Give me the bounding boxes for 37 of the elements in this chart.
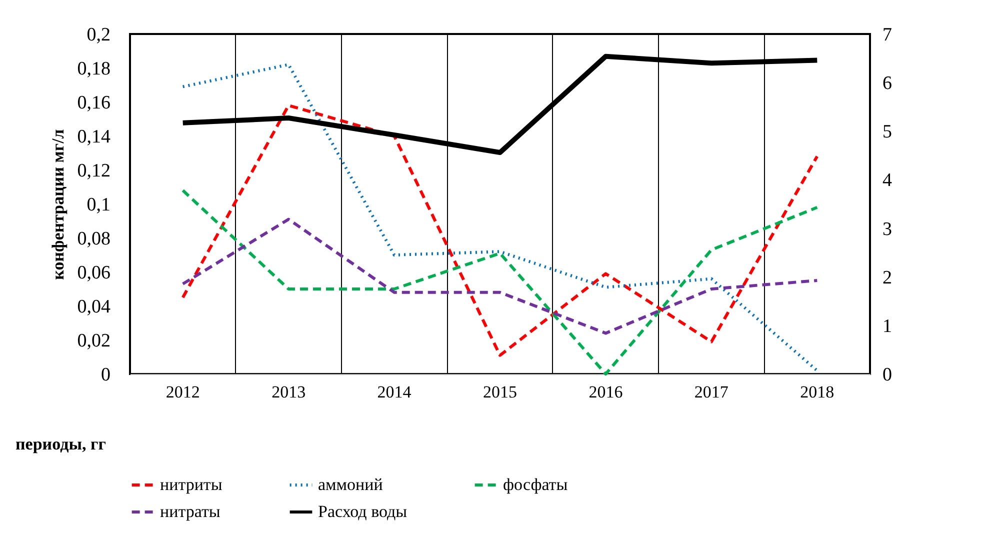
y-tick-label: 0,14 xyxy=(77,126,111,148)
legend-label: Расход воды xyxy=(318,502,408,521)
x-tick-label: 2012 xyxy=(166,382,200,402)
y-tick-label: 0,06 xyxy=(77,262,110,284)
x-tick-label: 2016 xyxy=(588,382,623,402)
y2-tick-label: 4 xyxy=(882,170,892,192)
y2-tick-label: 3 xyxy=(882,218,892,240)
line-series xyxy=(181,188,819,376)
y2-tick-label: 1 xyxy=(882,316,892,337)
x-axis-title: периоды, гг xyxy=(16,434,106,454)
line-series xyxy=(181,218,819,335)
y-tick-label: 0 xyxy=(101,364,110,386)
x-tick-label: 2017 xyxy=(694,382,729,402)
y2-tick-label: 6 xyxy=(882,73,892,94)
y-tick-label: 0,2 xyxy=(86,24,110,46)
y2-tick-label: 5 xyxy=(882,122,892,143)
x-tick-label: 2018 xyxy=(800,382,834,402)
line-series xyxy=(181,63,819,372)
legend-label: нитриты xyxy=(160,475,223,494)
y-tick-label: 0,16 xyxy=(77,92,110,114)
y2-tick-label: 7 xyxy=(882,24,892,46)
line-series xyxy=(181,104,819,357)
y-axis-title: конфентрации мг/л xyxy=(48,128,68,280)
legend-label: аммоний xyxy=(318,475,383,494)
y-tick-label: 0,18 xyxy=(77,58,110,80)
legend-label: нитраты xyxy=(160,502,221,521)
y2-tick-label: 0 xyxy=(882,364,892,386)
x-tick-label: 2014 xyxy=(377,382,412,402)
y-tick-label: 0,02 xyxy=(77,330,110,352)
x-tick-label: 2015 xyxy=(483,382,517,402)
legend-label: фосфаты xyxy=(503,475,568,494)
y2-tick-label: 2 xyxy=(882,267,892,288)
x-tick-label: 2013 xyxy=(272,382,306,402)
y-tick-label: 0,1 xyxy=(86,194,110,216)
y-tick-label: 0,12 xyxy=(77,160,110,182)
y-tick-label: 0,08 xyxy=(77,228,110,250)
y-tick-label: 0,04 xyxy=(77,296,111,318)
